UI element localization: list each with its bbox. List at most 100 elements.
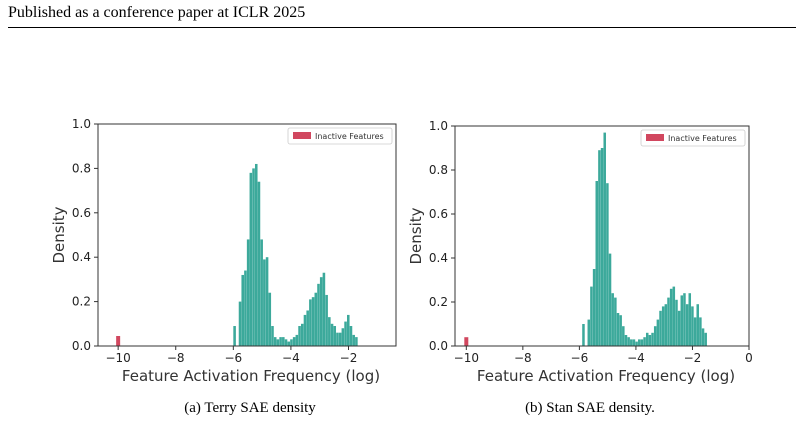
plot-frame (454, 125, 750, 347)
y-tick-label: 0.2 (72, 295, 91, 309)
histogram-bar (336, 332, 339, 346)
histogram-bar (309, 299, 312, 346)
histogram-bar (640, 339, 644, 346)
legend-swatch (646, 134, 664, 141)
histogram-bar (664, 304, 668, 346)
inactive-bar (464, 337, 469, 346)
histogram-bar (704, 332, 707, 346)
histogram-bar (595, 181, 599, 346)
histogram-bar (590, 286, 593, 346)
y-tick-label: 0.0 (429, 339, 448, 353)
histogram-bar (333, 326, 337, 346)
histogram-bar (271, 326, 274, 346)
y-tick-label: 0.6 (429, 207, 448, 221)
histogram-bar (325, 294, 328, 346)
histogram-bar (290, 339, 293, 346)
histogram-bar (263, 259, 266, 346)
histogram-bar (241, 274, 244, 346)
x-axis-label: Feature Activation Frequency (log) (477, 367, 735, 385)
histogram-bar (298, 326, 301, 346)
histogram-bar (319, 277, 323, 346)
histogram-bar (635, 341, 638, 346)
histogram-bar (688, 293, 692, 346)
histogram-bar (624, 335, 628, 346)
x-tick-label: −2 (684, 351, 702, 365)
histogram-bar (656, 319, 660, 346)
histogram-bar (672, 286, 676, 346)
y-tick-label: 0.2 (429, 295, 448, 309)
x-tick-label: −10 (454, 351, 479, 365)
x-tick-label: 0 (745, 351, 753, 365)
y-axis-label: Density (407, 207, 425, 264)
legend: Inactive Features (640, 129, 746, 147)
histogram-bar (699, 317, 702, 346)
histogram-bar (627, 337, 630, 346)
legend-box (640, 129, 746, 147)
caption-a: (a) Terry SAE density (184, 400, 316, 416)
legend-box (287, 127, 393, 145)
x-tick-label: −10 (105, 351, 130, 365)
histogram-bar (311, 297, 315, 346)
legend: Inactive Features (287, 127, 393, 145)
x-tick-label: −8 (514, 351, 532, 365)
histogram-bar (352, 334, 355, 346)
histogram-bar (238, 301, 242, 346)
histogram-bar (683, 293, 686, 346)
histogram-bar (254, 163, 258, 346)
histogram-bar (592, 269, 596, 346)
histogram-bar (638, 339, 641, 346)
page-header: Published as a conference paper at ICLR … (8, 4, 306, 21)
histogram-bar (314, 292, 318, 346)
y-tick-label: 0.8 (72, 161, 91, 175)
histogram-bar (616, 313, 620, 346)
header-rule (8, 27, 796, 28)
histogram-bar (600, 148, 604, 346)
histogram-bar (257, 181, 261, 346)
histogram-bar (632, 339, 636, 346)
y-tick-label: 1.0 (429, 119, 448, 133)
histogram-bar (667, 297, 670, 346)
histogram-bar (292, 337, 296, 346)
histogram-bar (661, 306, 665, 346)
y-tick-label: 1.0 (72, 117, 91, 131)
histogram-bar (249, 172, 253, 346)
x-tick-label: −6 (571, 351, 589, 365)
histogram-bar (693, 317, 697, 346)
histogram-bar (582, 324, 585, 346)
x-tick-label: −6 (224, 351, 242, 365)
histogram-bar (648, 335, 652, 346)
histogram-bar (244, 270, 247, 346)
histogram-bar (651, 332, 654, 346)
histogram-bar (659, 310, 662, 346)
histogram-bar (330, 323, 334, 346)
y-tick-label: 0.6 (72, 206, 91, 220)
inactive-bar (116, 336, 121, 346)
histogram-bar (685, 304, 689, 346)
histogram-bar (349, 326, 353, 346)
histogram-bar (287, 341, 291, 346)
legend-swatch (293, 132, 311, 139)
histogram-bar (300, 323, 304, 346)
histogram-bar (260, 239, 263, 346)
x-tick-label: −2 (340, 351, 358, 365)
histogram-bar (622, 326, 625, 346)
legend-label: Inactive Features (315, 132, 384, 141)
y-axis-label: Density (50, 206, 68, 263)
histogram-bar (619, 315, 622, 346)
y-tick-label: 0.0 (72, 339, 91, 353)
x-axis-label: Feature Activation Frequency (log) (122, 367, 380, 385)
histogram-bar (608, 253, 612, 346)
histogram-bar (268, 292, 272, 346)
histogram-bar (606, 183, 609, 346)
histogram-bar (279, 337, 282, 346)
histogram-bar (306, 310, 309, 346)
histogram-bar (341, 328, 345, 346)
histogram-bar (691, 306, 694, 346)
histogram-bar (246, 239, 250, 346)
histogram-bar (696, 304, 699, 346)
histogram-bar (675, 299, 678, 346)
histogram-bar (282, 337, 285, 346)
histogram-bar (252, 168, 255, 346)
histogram-bar (284, 339, 288, 346)
